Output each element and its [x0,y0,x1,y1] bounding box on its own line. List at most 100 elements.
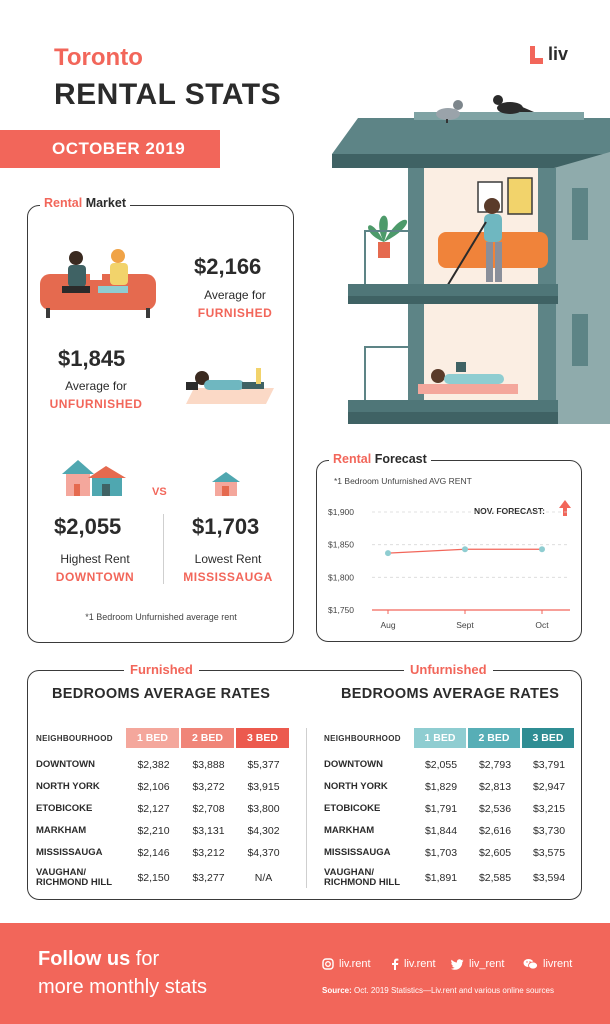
neighbourhood-name: NORTH YORK [36,781,100,792]
nov-forecast-label: NOV. FORECAST: [474,506,546,516]
highest-rent-caption: Highest Rent [60,552,130,566]
rate-cell: $1,844 [424,825,458,837]
data-point [385,550,391,557]
neighbourhood-name: ETOBICOKE [36,803,93,814]
twitter-link[interactable]: liv_rent [451,958,504,970]
y-tick-label: $1,850 [328,540,354,550]
rate-cell: $5,377 [247,759,280,771]
neighbourhood-name: DOWNTOWN [324,759,383,770]
building-illustration [332,95,610,424]
highest-rent-area: DOWNTOWN [55,570,135,584]
follow-us-line-2: more monthly stats [38,976,207,998]
rental-forecast-label: Rental Forecast [329,452,431,466]
rug [418,384,518,394]
rate-cell: $2,150 [137,872,170,884]
lowest-rent-caption: Lowest Rent [194,552,262,566]
facebook-link[interactable]: liv.rent [391,958,436,970]
y-tick-label: $1,900 [328,507,354,517]
average-rates-panel [27,670,582,900]
highest-rent-value: $2,055 [54,514,122,539]
rate-cell: $2,106 [137,781,170,793]
month-banner [0,130,220,168]
roof-top [332,118,610,154]
bed-column-header: 3 BED [236,728,289,748]
y-tick-label: $1,750 [328,605,354,615]
neighbourhood-header: NEIGHBOURHOOD [324,733,401,743]
bed-column-header: 3 BED [522,728,574,748]
follow-us-line: Follow us for [38,948,160,970]
furnished-label: FURNISHED [197,306,273,320]
neighbourhood-name: ETOBICOKE [324,803,381,814]
market-divider [163,514,164,584]
rate-cell: $3,215 [532,803,566,815]
plant-icon [368,215,408,258]
rate-cell: $3,212 [192,847,225,859]
neighbourhood-name: NORTH YORK [324,781,388,792]
city-title: Toronto [54,44,143,71]
unfurnished-average-value: $1,845 [58,346,126,371]
window-icon [572,188,588,240]
logo-text: liv [548,44,569,64]
wechat-link[interactable]: livrent [523,958,572,970]
rate-cell: $2,127 [137,803,170,815]
rate-cell: $3,791 [532,759,566,771]
facebook-icon [392,958,399,970]
furnished-table-title: BEDROOMS AVERAGE RATES [52,686,271,702]
rate-cell: $1,791 [424,803,458,815]
mississauga-house-icon [212,472,240,496]
rate-cell: $1,891 [424,872,458,884]
neighbourhood-name: MISSISSAUGA [324,847,391,858]
page-title: RENTAL STATS [54,78,282,111]
rate-cell: $2,536 [478,803,512,815]
instagram-link[interactable]: liv.rent [322,958,371,970]
rate-cell: $2,793 [478,759,512,771]
rate-cell: $2,708 [192,803,225,815]
table-row: ETOBICOKE $1,791 $2,536 $3,215 [324,798,576,820]
y-tick-label: $1,800 [328,572,354,582]
rate-cell: $3,277 [192,872,225,884]
forecast-note: *1 Bedroom Unfurnished AVG RENT [334,476,472,486]
table-row: MARKHAM $1,844 $2,616 $3,730 [324,820,576,842]
rate-cell: $2,146 [137,847,170,859]
data-point [539,546,545,553]
rate-cell: $1,703 [424,847,458,859]
liv-logo[interactable]: liv [530,44,568,65]
neighbourhood-name: MISSISSAUGA [36,847,103,858]
crow-icon [493,95,534,114]
rate-cell: $3,575 [532,847,566,859]
rate-cell: $2,055 [424,759,458,771]
neighbourhood-name: DOWNTOWN [36,759,95,770]
rate-cell: $4,302 [247,825,280,837]
table-row: NORTH YORK $2,106 $3,272 $3,915 [36,776,300,798]
rate-cell: $3,730 [532,825,566,837]
month-label: OCTOBER 2019 [52,139,186,158]
lowest-rent-value: $1,703 [192,514,260,539]
x-tick-label: Sept [456,620,474,630]
up-arrow-icon [559,500,571,516]
rate-cell: $4,370 [247,847,280,859]
unfurnished-label: UNFURNISHED [49,397,143,411]
unfurnished-table-title: BEDROOMS AVERAGE RATES [341,686,560,702]
furnished-table-label: Furnished [124,662,199,677]
rate-cell: $1,829 [424,781,458,793]
furnished-rates-table: NEIGHBOURHOOD 1 BED 2 BED 3 BED DOWNTOWN $2,3… [36,728,300,892]
rental-market-label: Rental Market [40,196,130,210]
furnished-average-value: $2,166 [194,254,262,279]
table-row: MISSISSAUGA $1,703 $2,605 $3,575 [324,842,576,864]
rate-cell: $2,616 [478,825,512,837]
rate-cell: $3,915 [247,781,280,793]
rental-forecast-panel [316,460,582,642]
bed-column-header: 2 BED [468,728,520,748]
market-footnote: *1 Bedroom Unfurnished average rent [85,612,237,622]
source-note: Source: Oct. 2019 Statistics—Liv.rent an… [322,986,554,995]
table-row: VAUGHAN/RICHMOND HILL $2,150 $3,277 N/A [36,864,300,892]
instagram-icon [322,958,334,970]
unfurnished-rates-table: NEIGHBOURHOOD 1 BED 2 BED 3 BED DOWNTOWN $2,0… [324,728,576,892]
rate-cell: $3,594 [532,872,566,884]
table-row: VAUGHAN/RICHMOND HILL $1,891 $2,585 $3,594 [324,864,576,892]
couple-on-sofa-illustration [40,249,156,318]
table-row: MISSISSAUGA $2,146 $3,212 $4,370 [36,842,300,864]
rate-cell: $3,131 [192,825,225,837]
window-icon [572,314,588,366]
table-row: DOWNTOWN $2,382 $3,888 $5,377 [36,754,300,776]
